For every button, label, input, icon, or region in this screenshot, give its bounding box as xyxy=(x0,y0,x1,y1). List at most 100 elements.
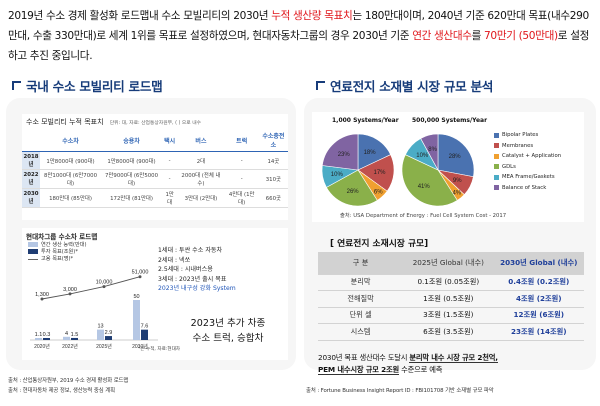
right-source: 출처 : Fortune Business Insight Report ID … xyxy=(306,388,494,394)
legend-swatch xyxy=(494,153,499,159)
capacity-bar xyxy=(97,329,104,340)
left-panel: 수소 모빌리티 누적 목표치 단위: 대, 자료: 산업통상자원부, ( ) 으… xyxy=(6,98,296,370)
roadmap-cell: 1만8000대 (900대) xyxy=(101,151,163,170)
pie-slice-label: 18% xyxy=(364,150,377,156)
pie-legend-item: GDLs xyxy=(494,162,561,173)
pie-slice xyxy=(401,154,458,207)
capacity-bar xyxy=(133,300,140,340)
pie-slice-label: 17% xyxy=(373,170,386,176)
roadmap-cell: 180만대 (85만대) xyxy=(40,188,102,208)
market-cell: 12조원 (6조원) xyxy=(493,307,584,324)
roadmap-table-caption: 수소 모빌리티 누적 목표치 단위: 대, 자료: 산업통상자원부, ( ) 으… xyxy=(26,118,202,126)
legend-swatch xyxy=(494,174,499,180)
roadmap-cell: 1만대 xyxy=(162,188,178,208)
market-cell: 단위 셀 xyxy=(318,307,404,324)
market-cell: 6조원 (3.5조원) xyxy=(403,323,494,341)
market-table: 구 분 2025년 Global (내수) 2030년 Global (내수) 분리… xyxy=(318,252,584,341)
market-cell: 3조원 (1.5조원) xyxy=(403,307,494,324)
pie-slice-label: 4% xyxy=(452,191,461,197)
table-row: 2018년 1만8000대 (900대) 1만8000대 (900대) -2대 -14곳 xyxy=(22,151,288,170)
roadmap-header-2: 승용차 xyxy=(101,129,163,152)
market-cell: 0.4조원 (0.2조원) xyxy=(493,274,584,291)
investment-label: 1.5 xyxy=(71,332,79,338)
pie-slice-label: 28% xyxy=(449,154,462,160)
jobs-line xyxy=(41,276,141,300)
jobs-point xyxy=(102,285,106,289)
pie-slice xyxy=(326,169,378,207)
highlight-target-units: 70만기 (50만대) xyxy=(484,30,558,42)
investment-bar xyxy=(71,337,78,340)
roadmap-header-5: 트럭 xyxy=(224,129,259,152)
market-table-wrap: 구 분 2025년 Global (내수) 2030년 Global (내수) 분리… xyxy=(318,252,584,341)
investment-label: 0.3 xyxy=(43,332,51,338)
jobs-label: 51,000 xyxy=(132,270,149,276)
legend-swatch xyxy=(494,132,499,138)
table-row: 분리막 0.1조원 (0.05조원) 0.4조원 (0.2조원) xyxy=(318,274,584,291)
pie-slice-label: 10% xyxy=(416,153,429,159)
legend-swatch xyxy=(28,258,38,260)
roadmap-header-4: 버스 xyxy=(177,129,225,152)
hyundai-roadmap-card: 현대차그룹 수소차 로드맵 연간 생산 능력(만대) 투자 목표(조원)* 고용… xyxy=(22,228,288,360)
legend-item-capacity: 연간 생산 능력(만대) xyxy=(28,241,87,248)
roadmap-header-6: 수소충전소 xyxy=(258,129,288,152)
roadmap-cell: 2030년 xyxy=(22,188,40,208)
step-3: 2.5세대 : 시내버스용 xyxy=(158,266,213,274)
roadmap-header-3: 택시 xyxy=(162,129,178,152)
hyundai-roadmap-title: 현대차그룹 수소차 로드맵 xyxy=(26,233,98,241)
legend-item-investment: 투자 목표(조원)* xyxy=(28,248,87,255)
legend-swatch xyxy=(494,143,499,149)
roadmap-cell: 1만8000대 (900대) xyxy=(40,151,102,170)
roadmap-table: 수소차 승용차 택시 버스 트럭 수소충전소 2018년 1만8000대 (900대) 1만8… xyxy=(22,129,288,208)
jobs-label: 10,000 xyxy=(96,280,113,286)
pie-chart-card: 1,000 Systems/Year 500,000 Systems/Year … xyxy=(312,112,584,222)
roadmap-cell: 2022년 xyxy=(22,169,40,189)
hyundai-roadmap-chart: 1.1 4 13 50 0.3 1.5 2.9 7.6 1,300 3,000 10,000 51,0… xyxy=(30,270,158,350)
roadmap-cell: 2대 xyxy=(177,151,225,170)
roadmap-cell: 310곳 xyxy=(258,169,288,189)
year-tick-label: 2022년 xyxy=(62,343,78,350)
roadmap-cell: - xyxy=(224,151,259,170)
table-row: 단위 셀 3조원 (1.5조원) 12조원 (6조원) xyxy=(318,307,584,324)
jobs-point xyxy=(68,292,72,296)
pie-slice-label: 9% xyxy=(453,178,462,184)
roadmap-cell: 4만대 (1만대) xyxy=(224,188,259,208)
section-marker-icon xyxy=(12,81,21,90)
legend-swatch xyxy=(28,249,38,254)
roadmap-cell: 14곳 xyxy=(258,151,288,170)
roadmap-cell: - xyxy=(162,169,178,189)
step-2: 2세대 : 넥쏘 xyxy=(158,256,191,264)
capacity-bar xyxy=(63,336,70,340)
step-4: 3세대 : 2023년 출시 목표 xyxy=(158,275,227,283)
left-source-2: 출처 : 현대자동차 제공 정보, 생산능력 중심 계획 xyxy=(8,388,115,394)
legend-item-jobs: 고용 목표(명)* xyxy=(28,255,87,262)
pie-legend-item: Bipolar Plates xyxy=(494,130,561,141)
generation-steps: 1세대 : 투싼 수소 자동차 2세대 : 넥쏘 2.5세대 : 시내버스용 3… xyxy=(158,246,236,294)
year-tick-label: 2020년 xyxy=(34,343,50,350)
capacity-bar xyxy=(35,338,42,340)
investment-bar xyxy=(105,336,112,340)
market-table-title: [ 연료전지 소재시장 규모] xyxy=(330,239,429,249)
jobs-label: 1,300 xyxy=(35,292,49,298)
capacity-label: 4 xyxy=(65,331,68,337)
market-header-2: 2030년 Global (내수) xyxy=(493,252,584,275)
chart-footnote: *은 누적, 자료:현대차 xyxy=(138,347,181,352)
pie-1-title: 1,000 Systems/Year xyxy=(332,117,399,124)
jobs-point xyxy=(40,297,44,301)
pie-slice xyxy=(420,133,439,171)
pie-slice xyxy=(357,133,391,171)
roadmap-cell: 8만1000대 (6만7000대) xyxy=(40,169,102,189)
left-section-title: 국내 수소 모빌리티 로드맵 xyxy=(12,76,163,95)
pie-slice-label: 26% xyxy=(347,189,360,195)
roadmap-cell: 7만9000대 (6만5000대) xyxy=(101,169,163,189)
step-4-detail: 2023년 내구성 강화 System xyxy=(158,285,236,293)
table-row: 2022년 8만1000대 (6만7000대) 7만9000대 (6만5000대) -… xyxy=(22,169,288,189)
market-header-1: 2025년 Global (내수) xyxy=(403,252,494,275)
roadmap-cell: 660곳 xyxy=(258,188,288,208)
jobs-point xyxy=(138,275,142,279)
roadmap-header-0 xyxy=(22,129,40,152)
pie-slice-label: 41% xyxy=(418,184,431,190)
pie-charts: 18%17%6%26%10%23% 28%9%4%41%10%8% xyxy=(321,133,475,207)
pie-2-title: 500,000 Systems/Year xyxy=(412,117,488,124)
roadmap-legend: 연간 생산 능력(만대) 투자 목표(조원)* 고용 목표(명)* xyxy=(28,241,87,262)
capacity-label: 50 xyxy=(133,294,139,300)
